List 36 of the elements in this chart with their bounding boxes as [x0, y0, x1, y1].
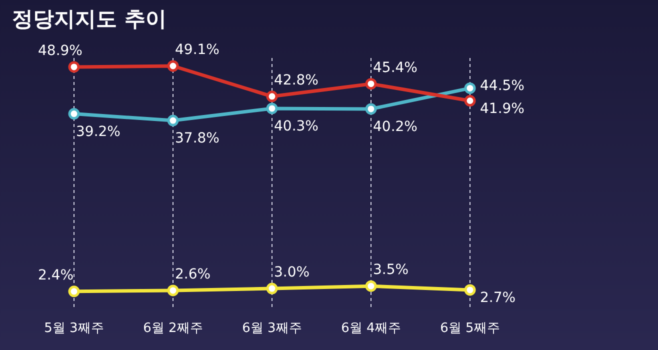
data-label: 49.1%	[175, 42, 220, 58]
x-tick-label: 6월 3째주	[242, 321, 302, 336]
point	[365, 280, 377, 292]
x-tick-label: 5월 3째주	[44, 321, 104, 336]
data-label: 37.8%	[175, 130, 220, 147]
data-label: 44.5%	[480, 78, 524, 94]
point	[464, 284, 476, 296]
data-label: 3.5%	[373, 262, 409, 278]
point	[68, 286, 80, 298]
point	[68, 61, 80, 73]
point	[266, 102, 278, 114]
point	[167, 60, 179, 72]
point	[464, 82, 476, 94]
point	[167, 114, 179, 126]
point	[167, 284, 179, 296]
x-tick-label: 6월 5째주	[440, 321, 500, 336]
data-label: 41.9%	[480, 100, 524, 117]
data-label: 40.3%	[274, 118, 318, 134]
data-label: 2.6%	[175, 266, 211, 282]
data-label: 3.0%	[274, 264, 310, 281]
point	[365, 103, 377, 115]
data-label: 48.9%	[38, 42, 82, 59]
x-tick-label: 6월 4째주	[341, 321, 401, 336]
data-label: 2.4%	[38, 267, 74, 284]
point	[266, 282, 278, 294]
data-label: 2.7%	[480, 290, 516, 306]
point	[68, 108, 80, 120]
data-label: 42.8%	[274, 72, 318, 88]
data-label: 39.2%	[76, 124, 120, 140]
data-label: 45.4%	[373, 60, 418, 76]
x-tick-label: 6월 2째주	[143, 321, 203, 336]
data-label: 40.2%	[373, 118, 418, 135]
chart-title: 정당지지도 추이	[12, 7, 166, 31]
point	[464, 95, 476, 107]
point	[266, 90, 278, 102]
point	[365, 78, 377, 90]
